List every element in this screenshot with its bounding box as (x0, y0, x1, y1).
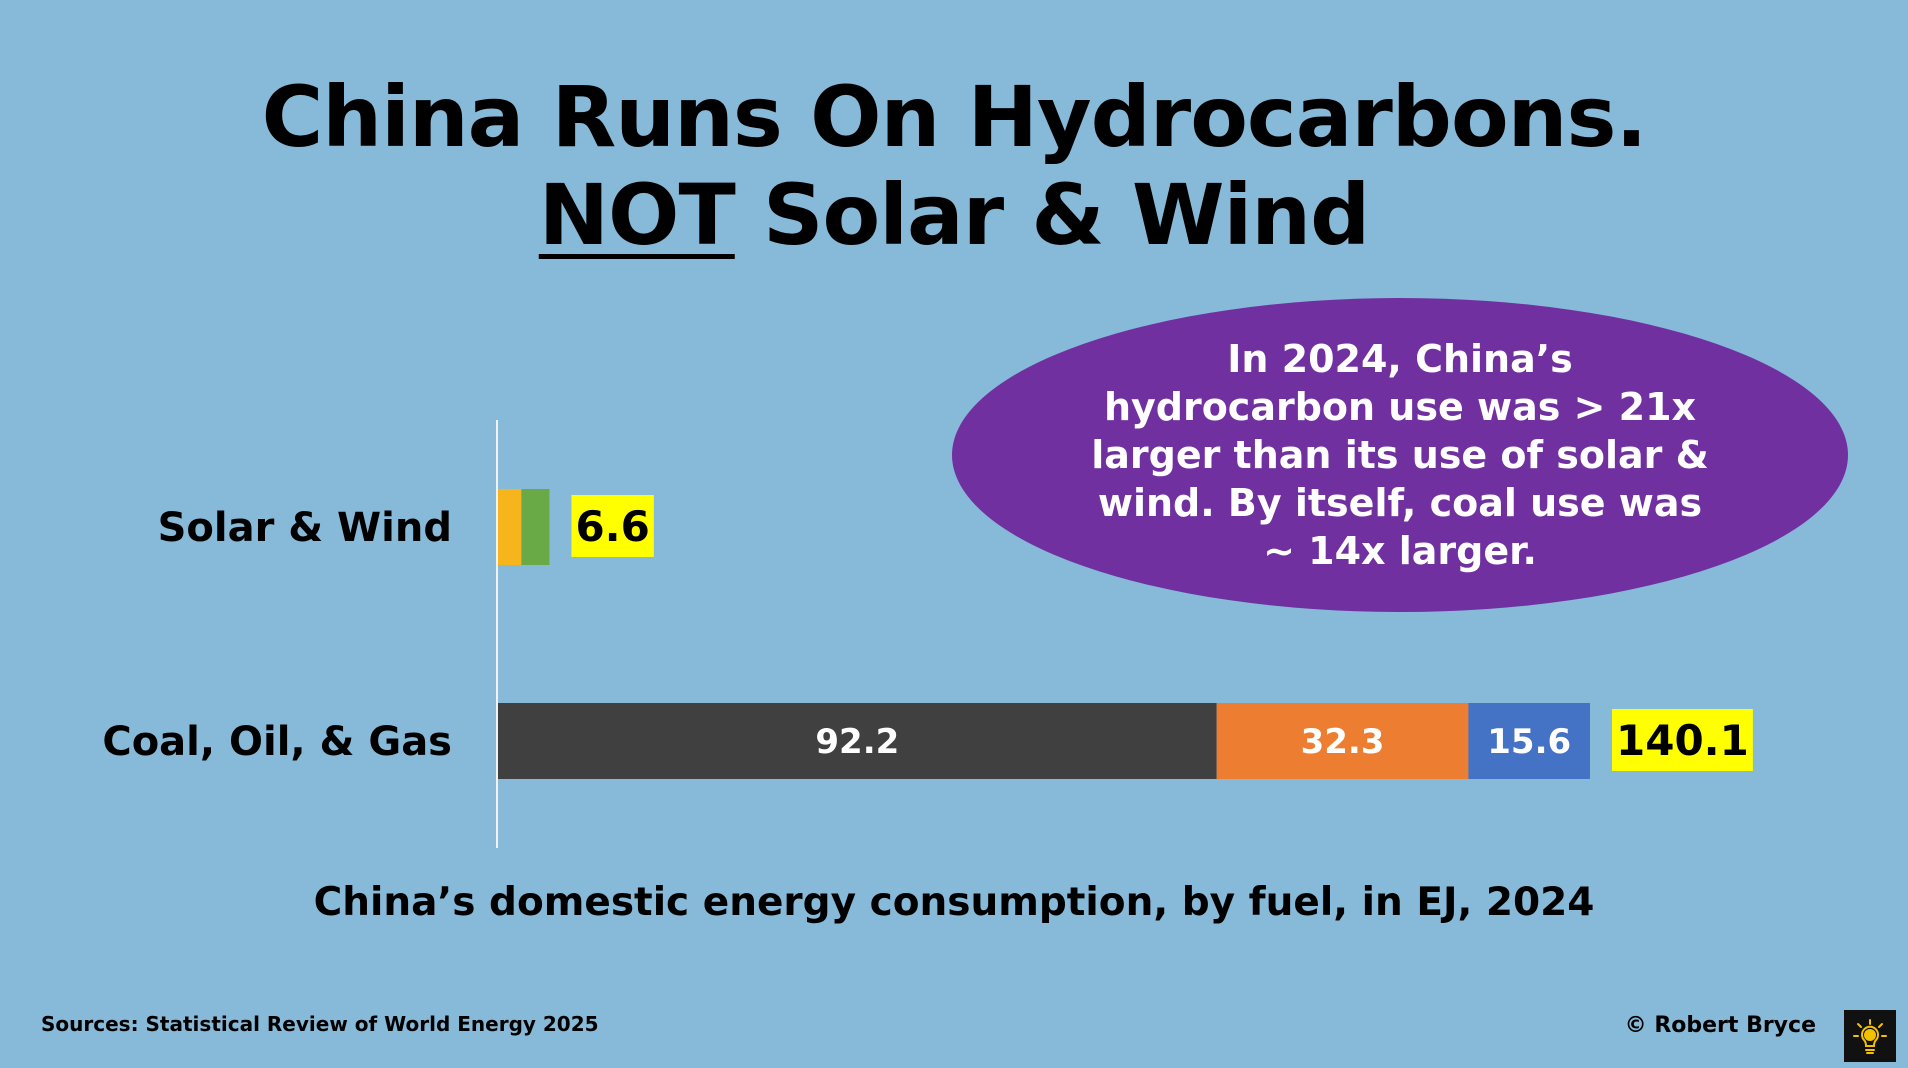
data-label: 32.3 (1301, 722, 1385, 762)
lightbulb-icon (1853, 1019, 1887, 1054)
category-label: Solar & Wind (158, 505, 452, 551)
total-label: 6.6 (575, 502, 649, 551)
title-not-underlined: NOT (538, 166, 736, 264)
sources-note: Sources: Statistical Review of World Ene… (41, 1012, 599, 1036)
page-title-line-2: NOT Solar & Wind (0, 166, 1908, 264)
total-highlight (1612, 709, 1753, 771)
page-title-line-1: China Runs On Hydrocarbons. (261, 68, 1648, 166)
data-label: 92.2 (815, 722, 899, 762)
bar-segment-oil (1216, 703, 1469, 779)
total-label: 140.1 (1616, 716, 1749, 765)
lightbulb-logo (1844, 1010, 1896, 1062)
chart-title: China’s domestic energy consumption, by … (313, 880, 1595, 925)
category-label: Coal, Oil, & Gas (102, 719, 452, 765)
total-highlight (571, 495, 654, 557)
callout-ellipse: In 2024, China’s hydrocarbon use was > 2… (952, 298, 1848, 612)
callout-text: In 2024, China’s hydrocarbon use was > 2… (1091, 337, 1709, 573)
bar-segment-coal (498, 703, 1217, 779)
bar-segment-solar (498, 489, 522, 565)
copyright-note: © Robert Bryce (1624, 1013, 1816, 1038)
bar-segment-wind (521, 489, 550, 565)
bar-segment-gas (1468, 703, 1590, 779)
data-label: 15.6 (1487, 722, 1571, 762)
title-line-2-rest: Solar & Wind (734, 166, 1370, 264)
